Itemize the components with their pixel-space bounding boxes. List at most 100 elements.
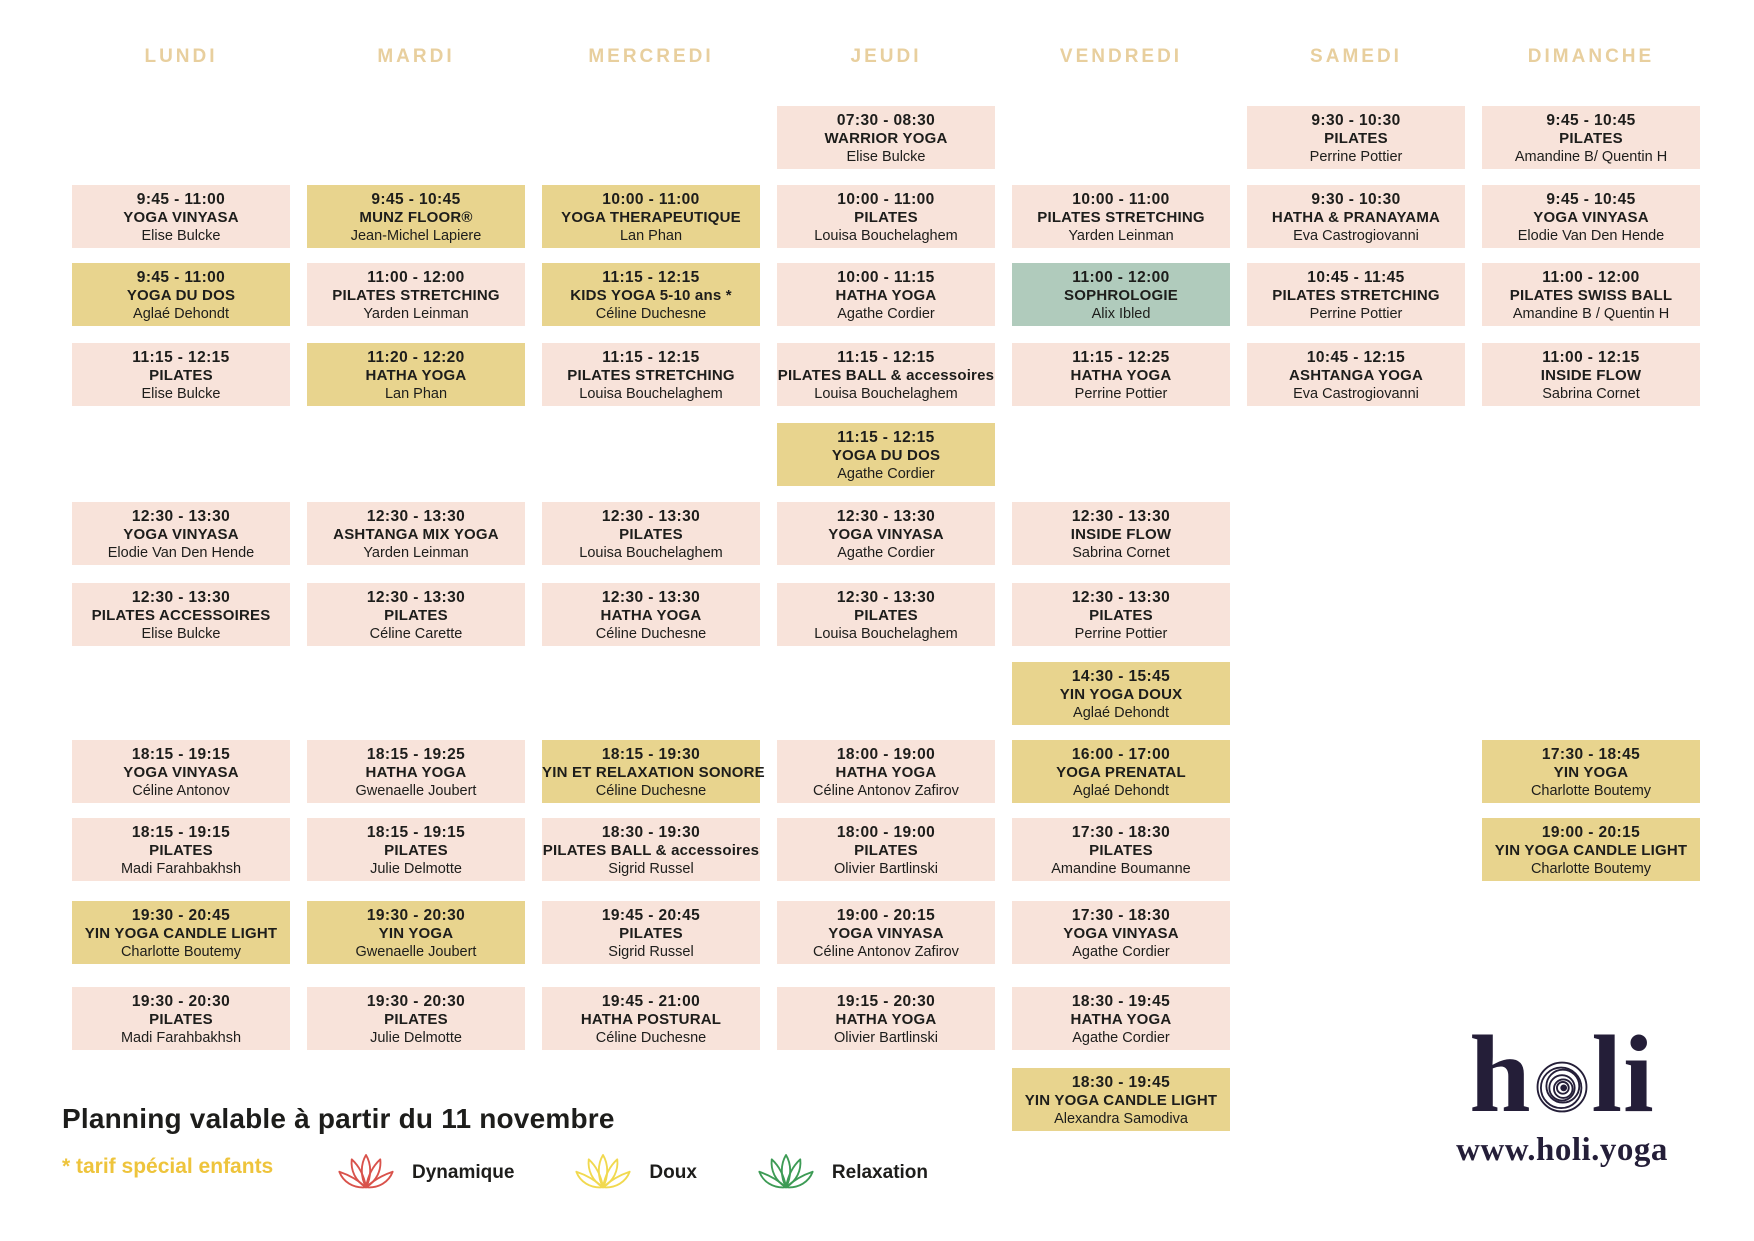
class-card: 11:20 - 12:20 HATHA YOGA Lan Phan — [307, 343, 525, 406]
class-time: 17:30 - 18:45 — [1541, 746, 1641, 763]
class-title: HATHA POSTURAL — [580, 1011, 722, 1028]
class-teacher: Yarden Leinman — [363, 545, 469, 561]
class-time: 12:30 - 13:30 — [366, 589, 466, 606]
legend-label: Doux — [649, 1162, 697, 1183]
class-card: 10:00 - 11:00 YOGA THERAPEUTIQUE Lan Phan — [542, 185, 760, 248]
class-time: 11:00 - 12:00 — [367, 269, 465, 286]
class-teacher: Madi Farahbakhsh — [120, 1030, 242, 1046]
class-teacher: Céline Carette — [369, 626, 463, 642]
class-title: PILATES STRETCHING — [1272, 287, 1440, 304]
class-title: PILATES — [619, 526, 683, 543]
class-time: 9:45 - 11:00 — [136, 269, 226, 286]
class-card: 16:00 - 17:00 YOGA PRENATAL Aglaé Dehondt — [1012, 740, 1230, 803]
class-title: YOGA VINYASA — [123, 764, 239, 781]
class-title: WARRIOR YOGA — [824, 130, 948, 147]
class-title: PILATES — [149, 842, 213, 859]
class-time: 9:30 - 10:30 — [1311, 112, 1401, 129]
class-teacher: Louisa Bouchelaghem — [579, 386, 723, 402]
class-card: 17:30 - 18:45 YIN YOGA Charlotte Boutemy — [1482, 740, 1700, 803]
class-time: 11:15 - 12:15 — [837, 429, 935, 446]
class-teacher: Perrine Pottier — [1074, 386, 1168, 402]
website-url: www.holi.yoga — [1456, 1132, 1668, 1168]
class-title: MUNZ FLOOR® — [359, 209, 473, 226]
class-title: HATHA YOGA — [365, 367, 467, 384]
lotus-doux-icon — [572, 1150, 634, 1196]
class-teacher: Elodie Van Den Hende — [107, 545, 255, 561]
class-teacher: Céline Antonov Zafirov — [813, 944, 959, 960]
class-card: 17:30 - 18:30 PILATES Amandine Boumanne — [1012, 818, 1230, 881]
legend-item-doux: Doux — [572, 1150, 697, 1196]
class-card: 12:30 - 13:30 YOGA VINYASA Agathe Cordier — [777, 502, 995, 565]
class-title: PILATES — [854, 607, 918, 624]
class-teacher: Louisa Bouchelaghem — [814, 228, 958, 244]
class-title: ASHTANGA YOGA — [1289, 367, 1423, 384]
class-card: 9:45 - 10:45 MUNZ FLOOR® Jean-Michel Lapie… — [307, 185, 525, 248]
day-header-dimanche: DIMANCHE — [1527, 46, 1655, 67]
class-teacher: Julie Delmotte — [370, 861, 462, 877]
class-teacher: Gwenaelle Joubert — [355, 783, 477, 799]
class-title: PILATES SWISS BALL — [1509, 287, 1673, 304]
class-teacher: Elise Bulcke — [141, 386, 221, 402]
class-teacher: Céline Antonov Zafirov — [813, 783, 959, 799]
class-title: HATHA YOGA — [1070, 367, 1172, 384]
class-time: 18:15 - 19:15 — [366, 824, 466, 841]
class-teacher: Elise Bulcke — [141, 228, 221, 244]
class-card: 12:30 - 13:30 PILATES Perrine Pottier — [1012, 583, 1230, 646]
class-title: PILATES STRETCHING — [1037, 209, 1205, 226]
class-title: PILATES STRETCHING — [567, 367, 735, 384]
class-teacher: Amandine B / Quentin H — [1512, 306, 1670, 322]
class-title: HATHA YOGA — [835, 764, 937, 781]
class-card: 18:30 - 19:45 YIN YOGA CANDLE LIGHT Alexan… — [1012, 1068, 1230, 1131]
class-title: INSIDE FLOW — [1540, 367, 1642, 384]
class-title: KIDS YOGA 5-10 ans * — [570, 287, 732, 304]
class-card: 11:00 - 12:15 INSIDE FLOW Sabrina Cornet — [1482, 343, 1700, 406]
class-title: HATHA YOGA — [365, 764, 467, 781]
class-card: 19:15 - 20:30 HATHA YOGA Olivier Bartlinsk… — [777, 987, 995, 1050]
class-time: 14:30 - 15:45 — [1071, 668, 1171, 685]
class-time: 11:15 - 12:15 — [602, 349, 700, 366]
class-teacher: Céline Antonov — [132, 783, 230, 799]
class-time: 11:00 - 12:00 — [1542, 269, 1640, 286]
class-teacher: Charlotte Boutemy — [120, 944, 242, 960]
day-header-lundi: LUNDI — [144, 46, 218, 67]
class-teacher: Julie Delmotte — [370, 1030, 462, 1046]
class-teacher: Agathe Cordier — [1072, 944, 1170, 960]
day-header-samedi: SAMEDI — [1310, 46, 1402, 67]
class-time: 12:30 - 13:30 — [601, 589, 701, 606]
class-teacher: Amandine B/ Quentin H — [1514, 149, 1668, 165]
class-title: YIN YOGA CANDLE LIGHT — [1024, 1092, 1218, 1109]
class-title: PILATES STRETCHING — [332, 287, 500, 304]
class-card: 18:30 - 19:45 HATHA YOGA Agathe Cordier — [1012, 987, 1230, 1050]
class-time: 19:00 - 20:15 — [1541, 824, 1641, 841]
class-title: YIN ET RELAXATION SONORE — [542, 764, 765, 781]
class-teacher: Elodie Van Den Hende — [1517, 228, 1665, 244]
class-card: 18:15 - 19:15 PILATES Madi Farahbakhsh — [72, 818, 290, 881]
class-time: 10:00 - 11:00 — [837, 191, 935, 208]
class-card: 19:45 - 21:00 HATHA POSTURAL Céline Duches… — [542, 987, 760, 1050]
class-title: YOGA DU DOS — [831, 447, 941, 464]
class-title: YIN YOGA — [378, 925, 454, 942]
class-card: 19:30 - 20:30 YIN YOGA Gwenaelle Joubert — [307, 901, 525, 964]
class-card: 18:00 - 19:00 HATHA YOGA Céline Antonov Za… — [777, 740, 995, 803]
class-title: PILATES — [384, 1011, 448, 1028]
class-card: 18:15 - 19:15 YOGA VINYASA Céline Antonov — [72, 740, 290, 803]
class-title: PILATES — [1089, 842, 1153, 859]
class-card: 19:30 - 20:30 PILATES Julie Delmotte — [307, 987, 525, 1050]
class-title: PILATES — [1089, 607, 1153, 624]
class-title: PILATES — [854, 209, 918, 226]
class-time: 19:00 - 20:15 — [836, 907, 936, 924]
class-time: 9:45 - 11:00 — [136, 191, 226, 208]
class-teacher: Lan Phan — [384, 386, 448, 402]
class-time: 12:30 - 13:30 — [1071, 589, 1171, 606]
class-teacher: Madi Farahbakhsh — [120, 861, 242, 877]
class-teacher: Jean-Michel Lapiere — [350, 228, 482, 244]
class-time: 18:00 - 19:00 — [836, 746, 936, 763]
legend-label: Relaxation — [831, 1162, 929, 1183]
class-teacher: Olivier Bartlinski — [834, 1030, 938, 1046]
class-time: 12:30 - 13:30 — [836, 508, 936, 525]
class-teacher: Céline Duchesne — [595, 1030, 707, 1046]
children-price-note: * tarif spécial enfants — [62, 1155, 274, 1178]
class-teacher: Sigrid Russel — [608, 944, 694, 960]
class-card: 18:15 - 19:15 PILATES Julie Delmotte — [307, 818, 525, 881]
class-time: 11:00 - 12:00 — [1072, 269, 1170, 286]
